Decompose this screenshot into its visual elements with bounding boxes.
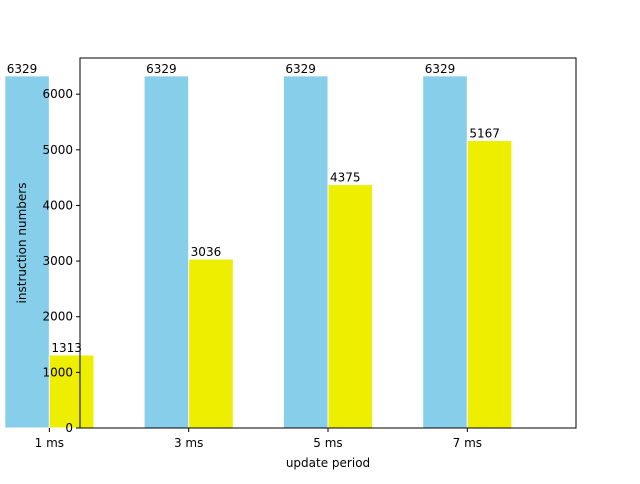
- x-tick-label: 1 ms: [35, 436, 64, 450]
- bar-series1-1: [143, 75, 190, 429]
- bar-series2-2: [327, 184, 374, 429]
- bar-value-label-series1-2: 6329: [285, 62, 316, 76]
- bar-series2-0: [48, 354, 95, 429]
- bar-series2-3: [466, 140, 513, 429]
- bar-value-label-series1-3: 6329: [425, 62, 456, 76]
- bar-value-label-series1-0: 6329: [7, 62, 38, 76]
- y-tick-label: 1000: [42, 365, 73, 379]
- y-tick-label: 0: [65, 421, 73, 435]
- y-tick-label: 4000: [42, 198, 73, 212]
- bar-value-labels: 6329 6329 6329 6329 1313 3036 4375 5167: [7, 62, 500, 355]
- y-tick-label: 2000: [42, 310, 73, 324]
- bar-series1-2: [282, 75, 329, 429]
- y-tick-label: 3000: [42, 254, 73, 268]
- bar-series2-1: [188, 258, 234, 429]
- y-tick-label: 6000: [42, 87, 73, 101]
- x-axis: 1 ms 3 ms 5 ms 7 ms: [35, 428, 482, 450]
- y-axis-label: instruction numbers: [15, 183, 29, 304]
- x-tick-label: 7 ms: [453, 436, 482, 450]
- x-tick-label: 5 ms: [313, 436, 342, 450]
- bars-group: [4, 75, 513, 429]
- y-axis: 0 1000 2000 3000 4000 5000 6000: [42, 87, 80, 435]
- bar-value-label-series2-1: 3036: [191, 245, 222, 259]
- bar-value-label-series1-1: 6329: [146, 62, 177, 76]
- bar-series1-0: [4, 75, 50, 429]
- x-tick-label: 3 ms: [174, 436, 203, 450]
- x-axis-label: update period: [286, 456, 370, 470]
- bar-value-label-series2-0: 1313: [51, 341, 82, 355]
- bar-value-label-series2-3: 5167: [469, 127, 500, 141]
- y-tick-label: 5000: [42, 143, 73, 157]
- bar-value-label-series2-2: 4375: [330, 171, 361, 185]
- bar-series1-3: [422, 75, 468, 429]
- plot-frame: [79, 57, 577, 429]
